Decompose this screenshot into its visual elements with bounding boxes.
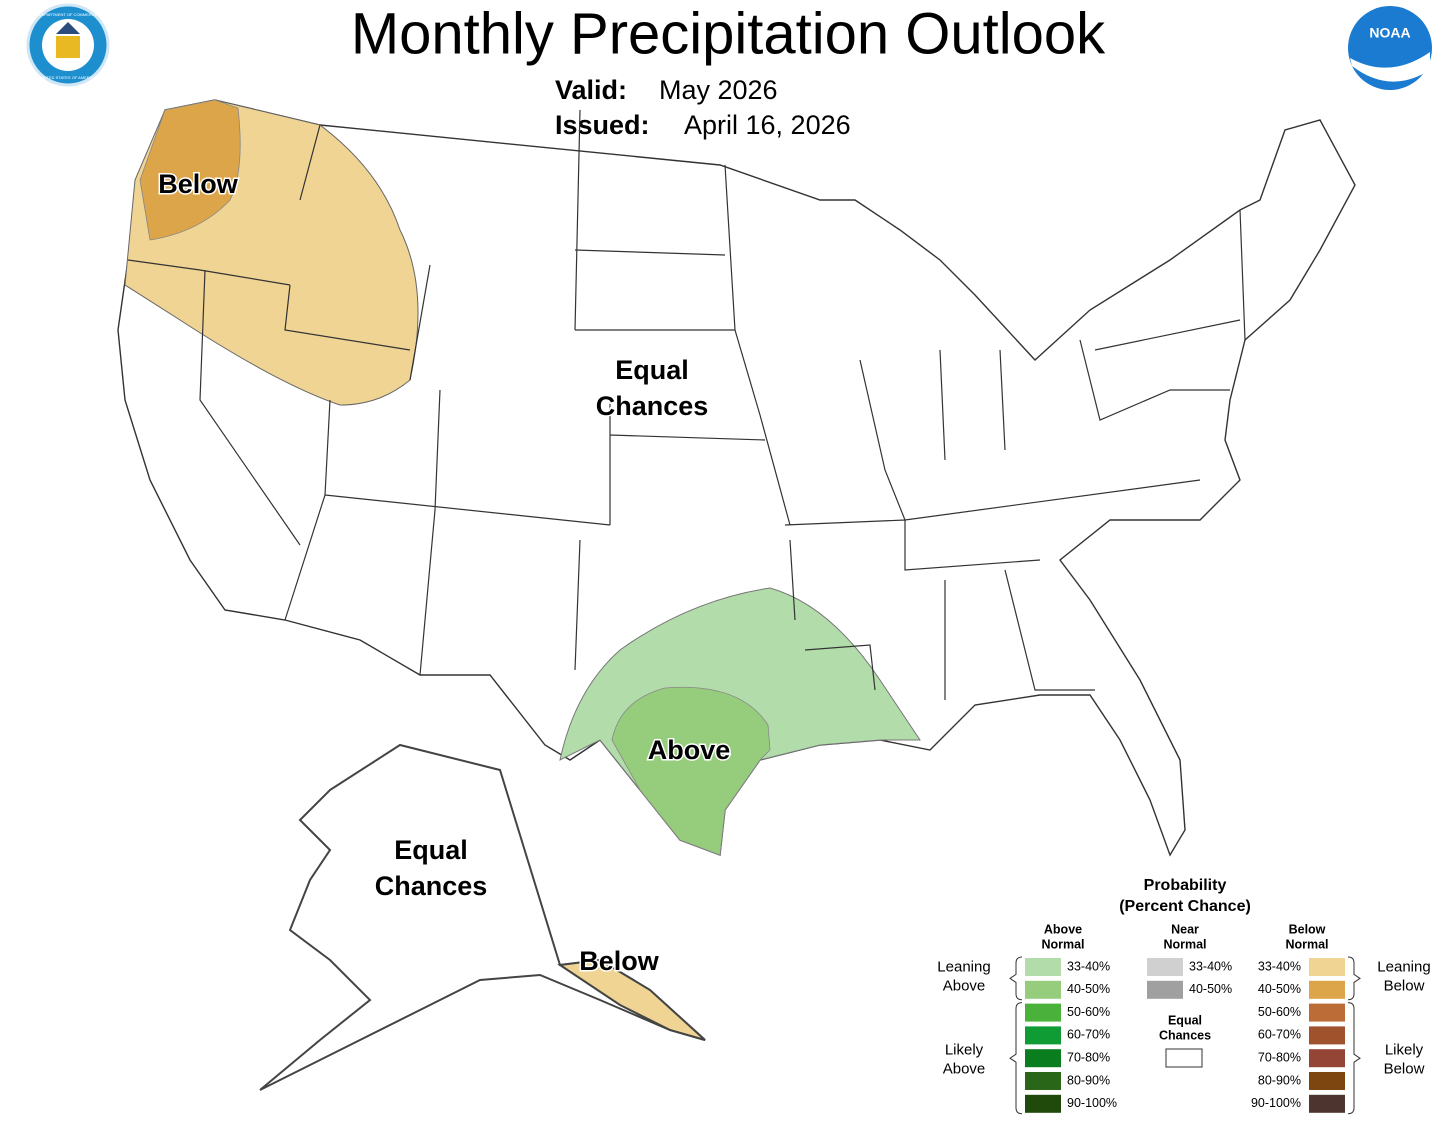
legend-range: 40-50% [1189,982,1232,996]
alaska [259,743,706,1091]
legend-swatch [1025,1026,1061,1045]
legend-swatch [1309,980,1345,999]
legend-brace [1347,1002,1361,1115]
below-region-darker [139,99,241,241]
legend-range: 50-60% [1067,1005,1110,1019]
legend-range: 80-90% [1258,1073,1301,1087]
legend-swatch [1025,1049,1061,1068]
legend-subtitle: (Percent Chance) [1119,898,1251,915]
legend-swatch [1309,1094,1345,1113]
legend-brace [1009,956,1023,1001]
conus [117,99,1356,857]
legend-swatch [1025,1094,1061,1113]
legend-group: Leaning Below [1377,958,1430,994]
legend-range: 70-80% [1067,1050,1110,1064]
map-label: Equal Chances [596,355,709,421]
legend-group: Leaning Above [937,958,990,994]
alaska-below-region [557,958,706,1041]
title: Monthly Precipitation Outlook [351,1,1106,66]
legend-group: Likely Below [1384,1041,1425,1077]
legend-swatch [1309,1026,1345,1045]
noaa-logo [1348,6,1432,90]
commerce-logo [26,3,110,87]
legend-brace [1009,1002,1023,1115]
valid-label: Valid: [555,75,627,105]
logo-text: DEPARTMENT OF COMMERCE [39,12,98,17]
legend-swatch [1147,958,1183,976]
legend-swatch-equal [1165,1048,1203,1068]
legend-swatch [1025,980,1061,999]
legend-swatch [1309,958,1345,976]
legend-range: 33-40% [1258,959,1301,973]
legend-range: 50-60% [1258,1005,1301,1019]
legend-range: 60-70% [1258,1028,1301,1042]
legend-range: 60-70% [1067,1028,1110,1042]
valid-date: May 2026 [659,75,778,105]
legend-brace [1347,956,1361,1001]
legend-range: 40-50% [1258,982,1301,996]
legend-swatch [1025,1003,1061,1022]
legend-range: 40-50% [1067,982,1110,996]
legend-range: 90-100% [1251,1096,1301,1110]
logo-text: UNITED STATES OF AMERICA [40,75,97,80]
map-label: Below [158,169,239,199]
legend-equal-chances: Equal Chances [1159,1014,1211,1043]
legend-range: 33-40% [1067,959,1110,973]
legend-group: Likely Above [943,1041,986,1077]
legend-swatch [1309,1072,1345,1090]
noaa-text: NOAA [1369,25,1410,41]
map-label: Below [579,946,660,976]
legend-range: 80-90% [1067,1073,1110,1087]
legend-swatch [1025,1072,1061,1090]
legend-swatch [1309,1049,1345,1068]
legend-swatch [1147,980,1183,999]
issued-label: Issued: [555,110,650,140]
legend-heading: Above Normal [1041,923,1084,952]
issued-date: April 16, 2026 [684,110,851,140]
legend-title: Probability [1144,877,1227,894]
state-lines [127,109,1246,700]
legend-range: 70-80% [1258,1050,1301,1064]
legend-swatch [1025,958,1061,976]
legend-heading: Near Normal [1163,923,1206,952]
map-label: Equal Chances [375,835,488,901]
map-label: Above [648,735,731,765]
above-region-darker [611,686,771,856]
legend-range: 33-40% [1189,959,1232,973]
legend-range: 90-100% [1067,1096,1117,1110]
legend-swatch [1309,1003,1345,1022]
legend-heading: Below Normal [1285,923,1328,952]
